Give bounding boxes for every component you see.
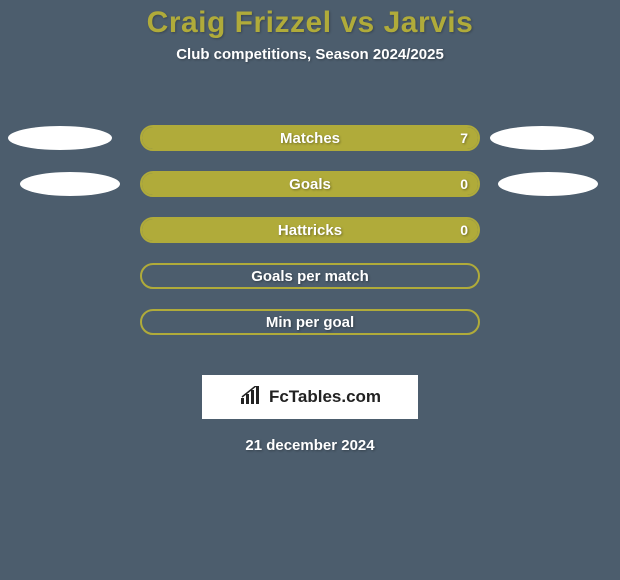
stat-label: Min per goal [142,311,478,333]
page-title: Craig Frizzel vs Jarvis [0,0,620,40]
comparison-infographic: Craig Frizzel vs Jarvis Club competition… [0,0,620,580]
stat-bar: Goals0 [140,171,480,197]
stat-row: Matches7 [0,125,620,151]
stat-row: Min per goal [0,309,620,335]
stat-bar: Min per goal [140,309,480,335]
brand-text: FcTables.com [269,387,381,407]
stat-label: Hattricks [142,219,478,241]
player-left-marker [20,172,120,196]
stat-bar: Goals per match [140,263,480,289]
barchart-icon [239,386,263,409]
stats-area: Matches7Goals0Hattricks0Goals per matchM… [0,125,620,355]
stat-label: Goals [142,173,478,195]
player-right-marker [498,172,598,196]
stat-label: Goals per match [142,265,478,287]
player-right-marker [490,126,594,150]
stat-row: Goals0 [0,171,620,197]
stat-label: Matches [142,127,478,149]
subtitle: Club competitions, Season 2024/2025 [0,46,620,63]
stat-row: Hattricks0 [0,217,620,243]
stat-value: 0 [460,219,468,241]
generated-date: 21 december 2024 [0,437,620,454]
stat-value: 7 [460,127,468,149]
stat-row: Goals per match [0,263,620,289]
stat-value: 0 [460,173,468,195]
brand-badge: FcTables.com [202,375,418,419]
stat-bar: Hattricks0 [140,217,480,243]
player-left-marker [8,126,112,150]
stat-bar: Matches7 [140,125,480,151]
